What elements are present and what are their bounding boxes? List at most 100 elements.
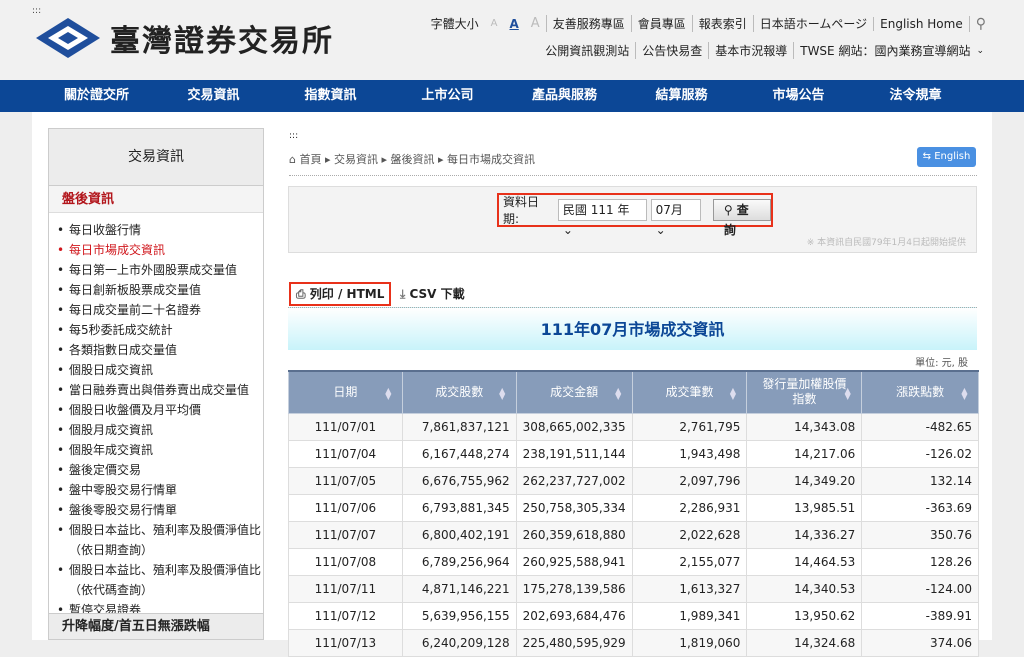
column-header[interactable]: 成交股數 ▲▼ <box>401 370 517 414</box>
sidebar-item[interactable]: 每5秒委託成交統計 <box>57 320 263 340</box>
sidebar-item[interactable]: 每日成交量前二十名證券 <box>57 300 263 320</box>
breadcrumb-after-hours[interactable]: 盤後資訊 <box>390 153 435 166</box>
table-cell: -126.02 <box>861 439 979 468</box>
table-cell: 111/07/11 <box>288 574 403 603</box>
column-header[interactable]: 日期 ▲▼ <box>288 370 403 414</box>
month-select[interactable]: 07月 ⌄ <box>650 199 701 237</box>
sidebar-item[interactable]: 個股日本益比、殖利率及股價淨值比（依日期查詢） <box>57 520 263 560</box>
accesskey-marker: ::: <box>289 131 299 141</box>
link-market-report[interactable]: 基本市況報導 <box>708 42 793 59</box>
sidebar-item[interactable]: 盤後零股交易行情單 <box>57 500 263 520</box>
column-header[interactable]: 成交筆數 ▲▼ <box>631 370 748 414</box>
table-row: 111/07/05 6,676,755,962 262,237,727,002 2,0… <box>288 466 979 495</box>
chevron-down-icon[interactable]: ⌄ <box>976 45 984 56</box>
table-cell: -363.69 <box>861 493 979 522</box>
column-header[interactable]: 發行量加權股價指數 ▲▼ <box>746 370 863 414</box>
english-button[interactable]: ⇆ English <box>917 147 976 167</box>
font-size-label: 字體大小 <box>430 17 479 31</box>
logo-text: 臺灣證券交易所 <box>110 24 334 59</box>
link-accessibility[interactable]: 友善服務專區 <box>545 15 631 32</box>
nav-about[interactable]: 關於證交所 <box>63 88 129 103</box>
data-note: ※ 本資訊自民國79年1月4日起開始提供 <box>806 238 966 248</box>
sidebar-item[interactable]: 個股日收盤價及月平均價 <box>57 400 263 420</box>
nav-announcements[interactable]: 市場公告 <box>772 88 825 103</box>
table-cell: 6,789,256,964 <box>401 547 517 576</box>
sidebar-title: 交易資訊 <box>49 129 263 186</box>
table-cell: 111/07/08 <box>288 547 403 576</box>
breadcrumb-current: 每日市場成交資訊 <box>447 153 536 166</box>
sidebar-item[interactable]: 每日收盤行情 <box>57 220 263 240</box>
sidebar-section[interactable]: 盤後資訊 <box>49 186 263 213</box>
table-cell: 13,985.51 <box>746 493 863 522</box>
table-cell: 14,340.53 <box>746 574 863 603</box>
link-announcements[interactable]: 公告快易查 <box>635 42 708 59</box>
breadcrumb-trading[interactable]: 交易資訊 <box>334 153 378 166</box>
query-label: 查詢 <box>723 203 749 237</box>
print-html-button[interactable]: ⎙ 列印 / HTML <box>289 282 392 306</box>
column-header[interactable]: 漲跌點數 ▲▼ <box>861 370 979 414</box>
sort-icon[interactable]: ▲▼ <box>728 386 738 398</box>
table-cell: 5,639,956,155 <box>401 601 517 630</box>
nav-indices[interactable]: 指數資訊 <box>304 88 357 103</box>
sort-icon[interactable]: ▲▼ <box>383 386 393 398</box>
table-cell: 308,665,002,335 <box>515 412 633 441</box>
nav-trading[interactable]: 交易資訊 <box>187 88 240 103</box>
link-twse-sites[interactable]: TWSE 網站：國內業務宣導網站 <box>793 42 976 59</box>
table-cell: 250,758,305,334 <box>515 493 633 522</box>
link-english-home[interactable]: English Home <box>873 16 969 31</box>
csv-download-button[interactable]: ⤓ CSV 下載 <box>400 286 465 302</box>
search-icon[interactable]: ⚲ <box>968 15 992 32</box>
link-report-index[interactable]: 報表索引 <box>691 15 753 32</box>
sidebar-item[interactable]: 盤後定價交易 <box>57 460 263 480</box>
column-label: 成交金額 <box>550 384 599 399</box>
query-panel: 資料日期: 民國 111 年 ⌄ 07月 ⌄ ⚲ 查詢 ※ 本資訊自民國79年1… <box>288 186 977 253</box>
table-row: 111/07/01 7,861,837,121 308,665,002,335 2,7… <box>288 412 979 441</box>
font-small[interactable]: A <box>490 18 498 29</box>
sidebar-item[interactable]: 每日市場成交資訊 <box>57 240 263 260</box>
sidebar-item[interactable]: 每日創新板股票成交量值 <box>57 280 263 300</box>
table-cell: -389.91 <box>861 601 979 630</box>
column-header[interactable]: 成交金額 ▲▼ <box>515 370 633 414</box>
nav-products[interactable]: 產品與服務 <box>531 88 597 103</box>
sidebar-item[interactable]: 當日融券賣出與借券賣出成交量值 <box>57 380 263 400</box>
sidebar-item[interactable]: 個股年成交資訊 <box>57 440 263 460</box>
table-cell: 4,871,146,221 <box>401 574 517 603</box>
sidebar-item[interactable]: 個股日本益比、殖利率及股價淨值比（依代碼查詢） <box>57 560 263 600</box>
twse-logo[interactable]: 臺灣證券交易所 <box>34 16 334 60</box>
table-cell: 350.76 <box>861 520 979 549</box>
sort-icon[interactable]: ▲▼ <box>960 386 969 398</box>
link-mops[interactable]: 公開資訊觀測站 <box>545 44 630 58</box>
font-medium[interactable]: A <box>509 16 519 31</box>
sort-icon[interactable]: ▲▼ <box>843 386 853 398</box>
table-cell: 6,240,209,128 <box>401 628 517 657</box>
table-cell: 6,800,402,191 <box>401 520 517 549</box>
sort-icon[interactable]: ▲▼ <box>613 386 623 398</box>
table-cell: 6,676,755,962 <box>401 466 517 495</box>
table-cell: 111/07/05 <box>288 466 403 495</box>
year-select[interactable]: 民國 111 年 ⌄ <box>557 199 647 237</box>
home-icon: ⌂ <box>289 153 296 166</box>
table-cell: 238,191,511,144 <box>515 439 633 468</box>
sidebar-item[interactable]: 各類指數日成交量值 <box>57 340 263 360</box>
utility-links: 字體大小 A A A 友善服務專區 會員專區 報表索引 日本語ホームページ En… <box>425 15 992 32</box>
sidebar-item[interactable]: 盤中零股交易行情單 <box>57 480 263 500</box>
breadcrumb-home[interactable]: 首頁 <box>299 153 322 166</box>
font-large[interactable]: A <box>530 16 540 31</box>
month-value: 07月 <box>655 203 683 217</box>
table-row: 111/07/04 6,167,448,274 238,191,511,144 1,9… <box>288 439 979 468</box>
sort-icon[interactable]: ▲▼ <box>497 386 507 398</box>
sidebar-section-next[interactable]: 升降幅度/首五日無漲跌幅 <box>49 613 263 639</box>
query-form: 資料日期: 民國 111 年 ⌄ 07月 ⌄ ⚲ 查詢 <box>497 193 773 237</box>
column-label: 成交股數 <box>435 384 484 399</box>
sidebar-item[interactable]: 個股日成交資訊 <box>57 360 263 380</box>
nav-listed[interactable]: 上市公司 <box>421 88 474 103</box>
sidebar-item[interactable]: 個股月成交資訊 <box>57 420 263 440</box>
link-japanese[interactable]: 日本語ホームページ <box>752 15 873 32</box>
sidebar-item[interactable]: 每日第一上市外國股票成交量值 <box>57 260 263 280</box>
link-members[interactable]: 會員專區 <box>630 15 692 32</box>
unit-label: 單位: 元, 股 <box>915 358 968 369</box>
nav-clearing[interactable]: 結算服務 <box>655 88 708 103</box>
print-label: 列印 / HTML <box>309 287 385 301</box>
query-button[interactable]: ⚲ 查詢 <box>712 199 771 237</box>
nav-regulations[interactable]: 法令規章 <box>889 88 942 103</box>
